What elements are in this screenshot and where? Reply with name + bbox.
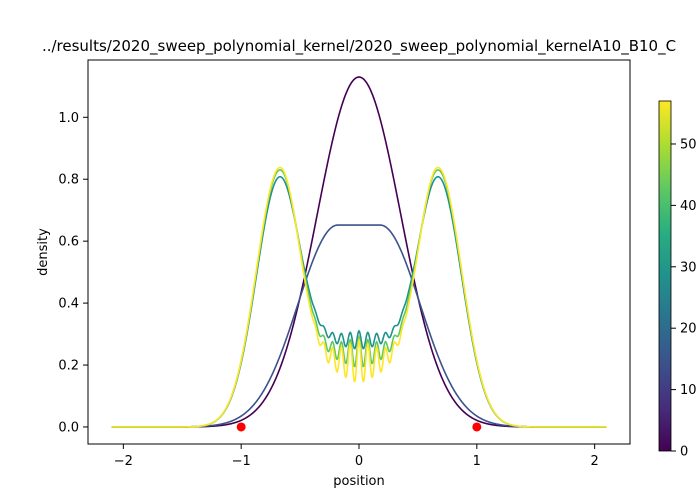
- colorbar: [658, 100, 672, 452]
- series-line-t57: [111, 166, 607, 428]
- series-line-t8: [111, 224, 607, 428]
- x-tick-label: 0: [355, 454, 363, 469]
- y-tick-label: 0.0: [58, 420, 79, 435]
- x-axis: −2 −1 0 1 2: [114, 444, 599, 469]
- series-line-t30: [111, 175, 607, 428]
- colorbar-ticks: 0 10 20 30 40 50: [671, 137, 697, 460]
- series-line-t45: [111, 169, 607, 428]
- y-tick-label: 1.0: [58, 111, 79, 126]
- x-tick-label: −1: [232, 454, 251, 469]
- y-tick-label: 0.6: [58, 235, 79, 250]
- colorbar-tick-label: 50: [680, 137, 697, 152]
- series-line-t0: [111, 76, 607, 428]
- series-lines: [111, 76, 607, 428]
- colorbar-tick-label: 30: [680, 260, 697, 275]
- y-axis: 0.0 0.2 0.4 0.6 0.8 1.0: [58, 111, 88, 435]
- marker-point-1: [236, 422, 246, 432]
- chart-title: ../results/2020_sweep_polynomial_kernel/…: [42, 37, 676, 56]
- colorbar-tick-label: 10: [680, 383, 697, 398]
- y-tick-label: 0.8: [58, 173, 79, 188]
- x-tick-label: 1: [473, 454, 481, 469]
- y-tick-label: 0.2: [58, 359, 79, 374]
- x-tick-label: 2: [591, 454, 599, 469]
- colorbar-tick-label: 20: [680, 322, 697, 337]
- colorbar-tick-label: 40: [680, 199, 697, 214]
- y-tick-label: 0.4: [58, 297, 79, 312]
- x-axis-label: position: [333, 474, 385, 489]
- colorbar-tick-label: 0: [680, 445, 688, 460]
- plot-frame: [87, 59, 631, 445]
- y-axis-label: density: [36, 228, 51, 276]
- marker-point-2: [472, 422, 482, 432]
- x-tick-label: −2: [114, 454, 133, 469]
- marker-points: [236, 422, 482, 432]
